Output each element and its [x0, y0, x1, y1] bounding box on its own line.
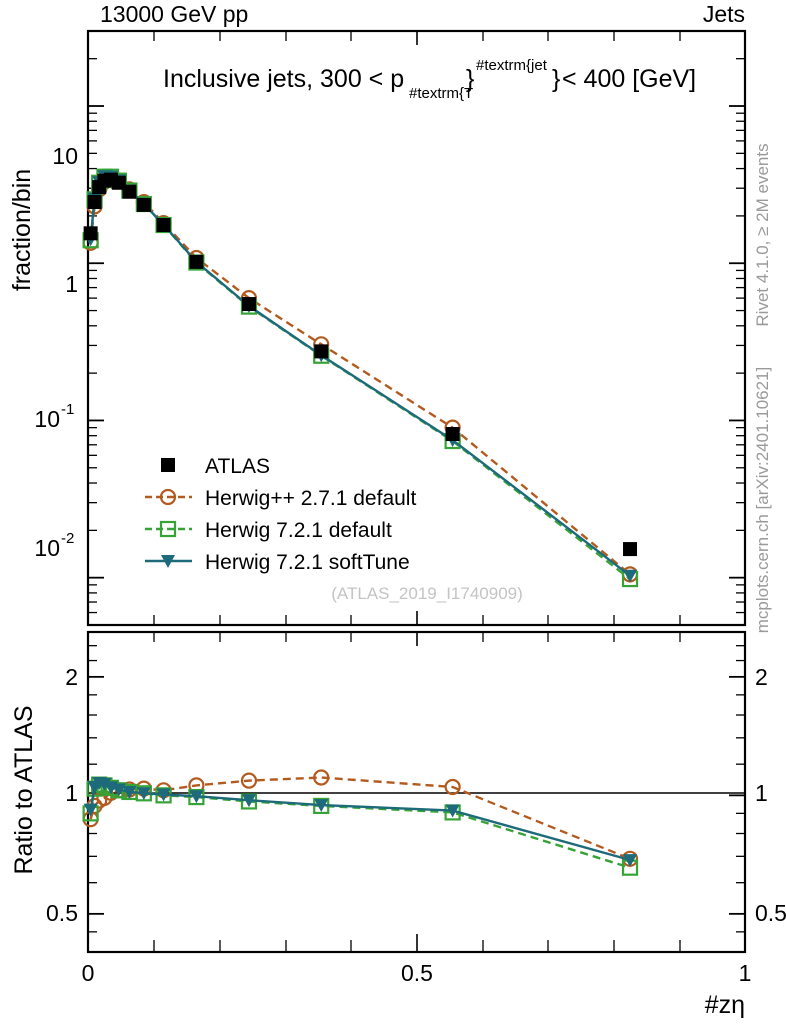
plot-title-sup: #textrm{jet	[476, 57, 548, 74]
plot-title-sub: #textrm{T	[409, 85, 473, 102]
ratio-panel-frame	[86, 630, 747, 954]
legend-label: Herwig++ 2.7.1 default	[205, 487, 416, 510]
legend-label: ATLAS	[205, 455, 270, 478]
ratio-panel-xticks	[153, 632, 681, 952]
plot-title-brace2: }	[552, 65, 560, 93]
legend: ATLAS Herwig++ 2.7.1 default Herwig 7.2.1 …	[145, 455, 416, 574]
plot-title-part1: Inclusive jets, 300 < p	[163, 65, 404, 93]
svg-text:10: 10	[34, 535, 60, 561]
main-ytick-1e-1: 10 -1	[34, 401, 74, 432]
plot-title: Inclusive jets, 300 < p #textrm{T } #tex…	[163, 57, 696, 102]
xaxis-title: #zη	[705, 991, 745, 1019]
xtick-1: 1	[739, 960, 752, 986]
plot-title-brace1: }	[466, 65, 474, 93]
legend-item[interactable]: Herwig++ 2.7.1 default	[145, 487, 416, 510]
legend-item[interactable]: Herwig 7.2.1 default	[145, 519, 392, 542]
svg-text:-1: -1	[61, 401, 74, 418]
svg-text:10: 10	[34, 406, 60, 432]
side-text-bottom: mcplots.cern.ch [arXiv:2401.10621]	[753, 367, 772, 633]
legend-item[interactable]: ATLAS	[161, 455, 270, 478]
ratio-ytick-2-left: 2	[65, 664, 78, 690]
ratio-ytick-1-left: 1	[65, 780, 78, 806]
main-ytick-10: 10	[52, 143, 78, 169]
ratio-ytick-1-right: 1	[755, 780, 768, 806]
side-text-top: Rivet 4.1.0, ≥ 2M events	[753, 143, 772, 326]
ratio-yaxis-title: Ratio to ATLAS	[10, 705, 38, 874]
main-panel-xticks	[87, 31, 746, 625]
header-right: Jets	[703, 1, 745, 27]
plot-title-part2: < 400 [GeV]	[562, 65, 696, 93]
ratio-ytick-05-left: 0.5	[46, 900, 78, 926]
header-left: 13000 GeV pp	[100, 1, 248, 27]
main-ytick-1e-2: 10 -2	[34, 530, 74, 561]
main-panel-data	[82, 168, 639, 588]
legend-label: Herwig 7.2.1 softTune	[205, 551, 410, 574]
xtick-0: 0	[82, 960, 95, 986]
main-panel-frame	[86, 29, 747, 627]
ratio-panel-data	[82, 769, 639, 876]
watermark: (ATLAS_2019_I1740909)	[331, 584, 523, 603]
ratio-ytick-05-right: 0.5	[755, 900, 786, 926]
ratio-ytick-2-right: 2	[755, 664, 768, 690]
main-panel-yticks	[88, 30, 745, 626]
main-yaxis-title: fraction/bin	[8, 169, 36, 291]
legend-label: Herwig 7.2.1 default	[205, 519, 392, 542]
ratio-panel-yticks	[88, 631, 745, 953]
svg-text:-2: -2	[61, 530, 74, 547]
xtick-05: 0.5	[401, 960, 433, 986]
main-ytick-1: 1	[65, 271, 78, 297]
legend-item[interactable]: Herwig 7.2.1 softTune	[145, 551, 410, 574]
